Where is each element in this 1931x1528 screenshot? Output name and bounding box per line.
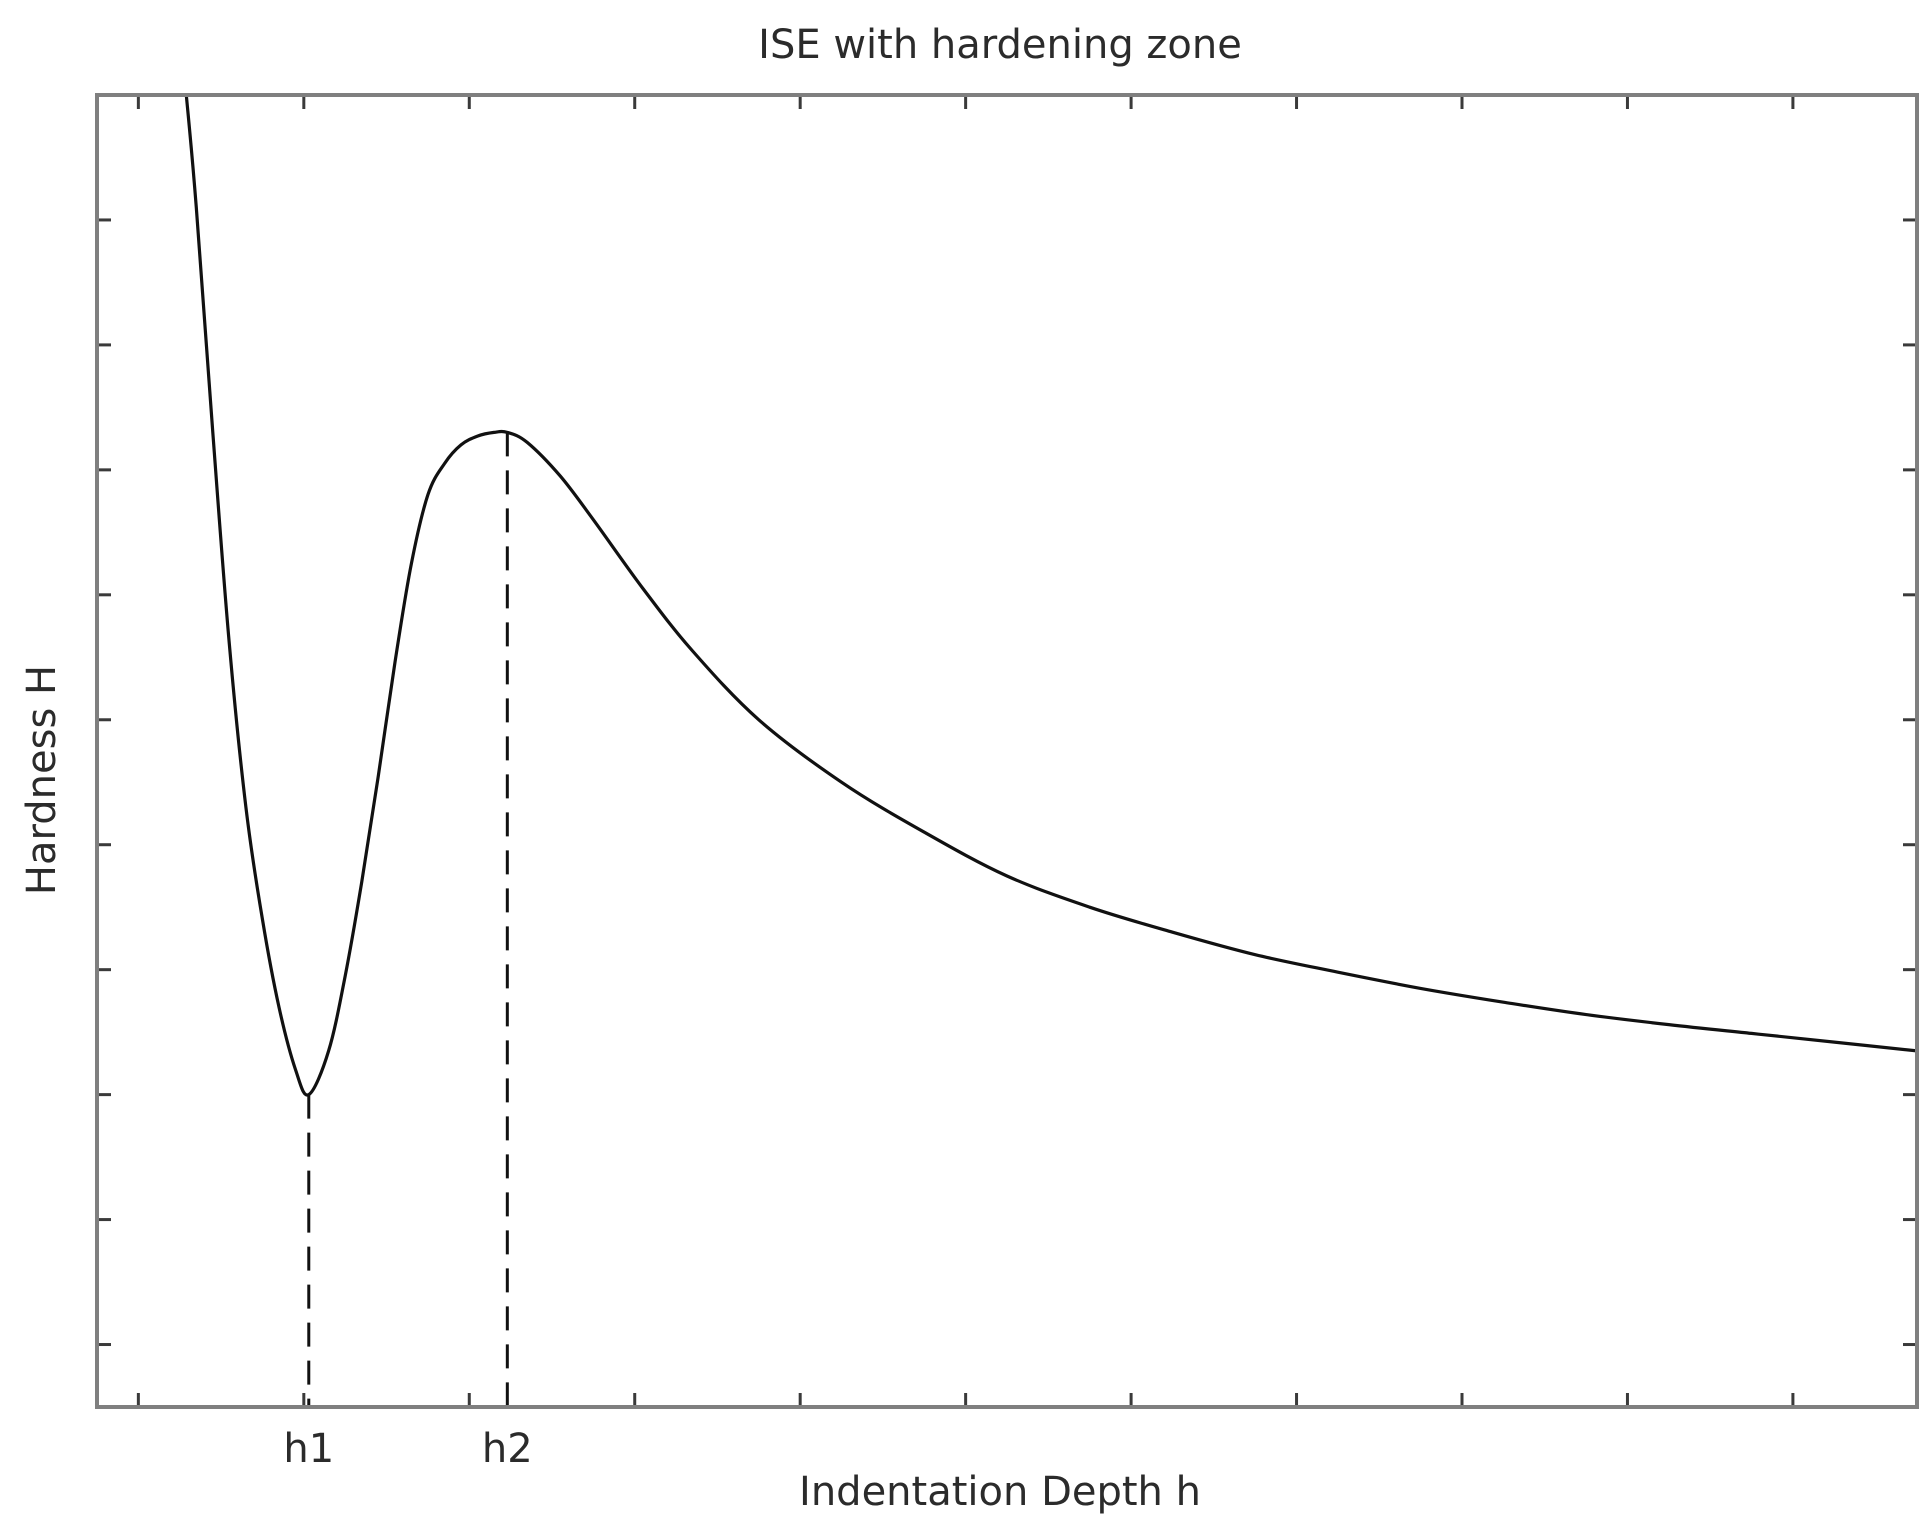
chart-title: ISE with hardening zone bbox=[758, 22, 1242, 68]
x-tick-label-h1: h1 bbox=[283, 1426, 334, 1472]
y-axis-label: Hardness H bbox=[19, 665, 65, 895]
plot-frame bbox=[95, 93, 1919, 1409]
series-line-0 bbox=[184, 93, 1919, 1097]
x-axis-label: Indentation Depth h bbox=[799, 1469, 1201, 1515]
plot-area: h1 h2 bbox=[95, 93, 1919, 1472]
x-tick-label-h2: h2 bbox=[482, 1426, 533, 1472]
